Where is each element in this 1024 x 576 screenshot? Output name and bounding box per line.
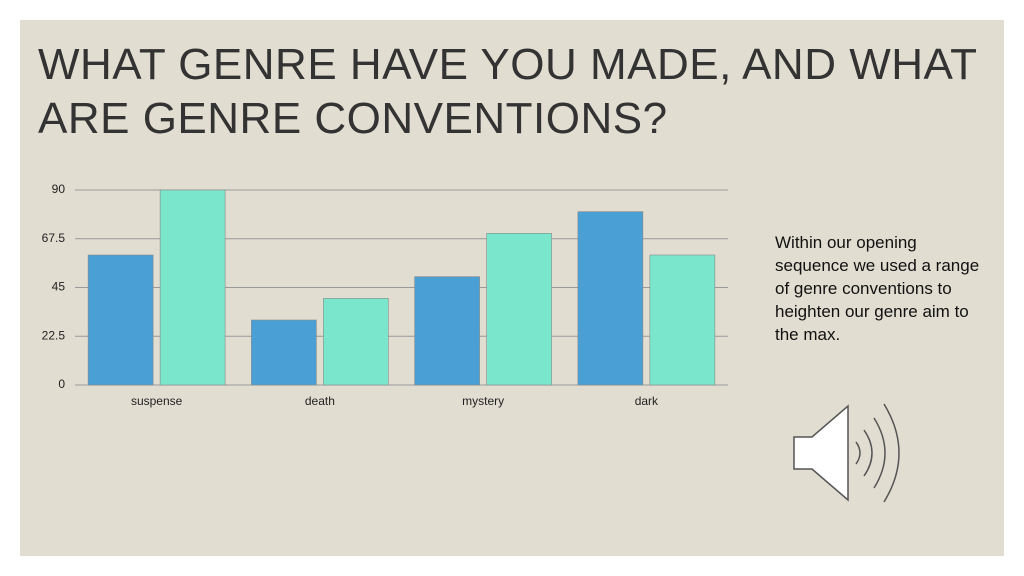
bar <box>577 211 644 386</box>
x-tick-label: dark <box>635 394 659 408</box>
bar <box>323 298 389 386</box>
bar <box>159 189 226 386</box>
bar <box>486 233 552 386</box>
slide-title: WHAT GENRE HAVE YOU MADE, AND WHAT ARE G… <box>38 40 977 143</box>
y-tick-label: 0 <box>58 377 65 391</box>
x-tick-label: suspense <box>131 394 183 408</box>
x-tick-label: mystery <box>462 394 504 408</box>
y-tick-label: 90 <box>52 182 66 196</box>
speaker-icon[interactable] <box>792 400 932 510</box>
bar <box>649 254 716 386</box>
y-tick-label: 67.5 <box>42 231 66 245</box>
y-tick-label: 22.5 <box>42 328 66 342</box>
bar <box>414 276 480 386</box>
body-text: Within our opening sequence we used a ra… <box>775 233 980 344</box>
bar <box>251 319 317 386</box>
x-tick-label: death <box>305 394 335 408</box>
y-tick-label: 45 <box>52 280 66 294</box>
chart: 0 22.5 45 67.5 90 suspense death mystery dark <box>42 182 728 408</box>
bar <box>87 254 154 386</box>
